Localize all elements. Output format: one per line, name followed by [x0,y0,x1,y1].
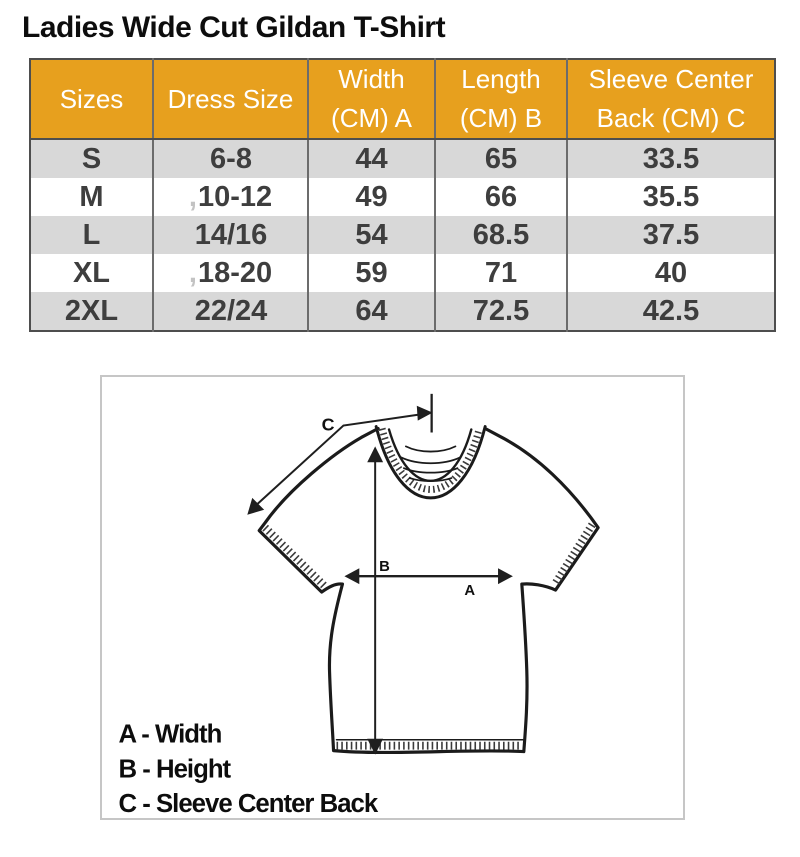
cell-length: 72.5 [434,292,567,331]
column-header-dress-size: Dress Size [152,59,308,140]
measurement-c-line [252,412,426,509]
cell-width: 59 [307,254,435,292]
cell-size: S [81,142,102,175]
cell-dress-size: ,10-12 [152,178,308,216]
b-arrowhead-up [367,446,384,463]
legend-c-sleeve-center-back: C - Sleeve Center Back [118,790,378,818]
dress-size-value: 22/24 [194,294,268,327]
cell-width: 44 [307,139,435,178]
cell-sleeve: 40 [566,254,775,292]
dress-size-value: 18-20 [197,256,273,289]
faint-mark: , [188,180,197,213]
cell-size: L [82,218,101,251]
collar-rib-line [403,467,459,474]
cell-width: 54 [307,216,435,254]
cell-size: 2XL [64,294,119,327]
right-cuff-hatch [552,522,596,586]
c-arrowhead-right [416,405,433,421]
tshirt-illustration: C B A A - Width B - Height C - Sleeve Ce… [118,393,600,818]
c-arrowhead-left [247,497,265,515]
marker-a-label: A [464,583,475,599]
cell-length: 71 [434,254,567,292]
cell-sleeve: 42.5 [566,292,775,331]
collar-ribbing [378,427,483,493]
cell-sleeve: 37.5 [566,216,775,254]
table-row: 2XL 22/24 64 72.5 42.5 [30,292,775,331]
cell-size: M [79,180,104,213]
page-title: Ladies Wide Cut Gildan T-Shirt [22,11,446,44]
dress-size-value: 10-12 [197,180,273,213]
dress-size-value: 6-8 [210,142,252,175]
dress-size-value: 14/16 [194,218,268,251]
column-header-sleeve: Sleeve Center Back (CM) C [566,59,775,140]
faint-mark: , [188,256,197,289]
collar-rib-line [408,477,453,482]
cell-width: 64 [307,292,435,331]
cell-width: 49 [307,178,435,216]
cell-length: 68.5 [434,216,567,254]
table-row: XL ,18-20 59 71 40 [30,254,775,292]
cell-sleeve: 33.5 [566,139,775,178]
size-chart-table: Sizes Dress Size Width (CM) A Length (CM… [29,58,776,332]
table-header: Sizes Dress Size Width (CM) A Length (CM… [30,59,775,140]
tshirt-outline [257,426,600,755]
cell-dress-size: ,18-20 [152,254,308,292]
cell-size: XL [72,256,111,289]
marker-c-label: C [322,415,335,435]
cell-dress-size: 6-8 [152,139,308,178]
collar-rib-line [400,456,462,465]
table-row: L 14/16 54 68.5 37.5 [30,216,775,254]
legend-b-height: B - Height [118,755,231,783]
table-row: M ,10-12 49 66 35.5 [30,178,775,216]
a-arrowhead-right [498,568,513,585]
a-arrowhead-left [344,568,360,585]
column-header-width: Width (CM) A [307,59,435,140]
collar-rib-line [404,445,457,453]
cell-length: 66 [434,178,567,216]
tshirt-measurement-diagram: C B A A - Width B - Height C - Sleeve Ce… [100,375,685,820]
cell-length: 65 [434,139,567,178]
table-row: S 6-8 44 65 33.5 [30,139,775,178]
left-cuff-hatch [262,524,328,589]
marker-b-label: B [379,559,390,575]
column-header-length: Length (CM) B [434,59,567,140]
cell-dress-size: 14/16 [152,216,308,254]
collar-outer-arc [374,425,487,500]
legend-a-width: A - Width [118,721,221,749]
b-arrowhead-down [367,738,384,755]
column-header-sizes: Sizes [30,59,153,140]
cell-dress-size: 22/24 [152,292,308,331]
cell-sleeve: 35.5 [566,178,775,216]
